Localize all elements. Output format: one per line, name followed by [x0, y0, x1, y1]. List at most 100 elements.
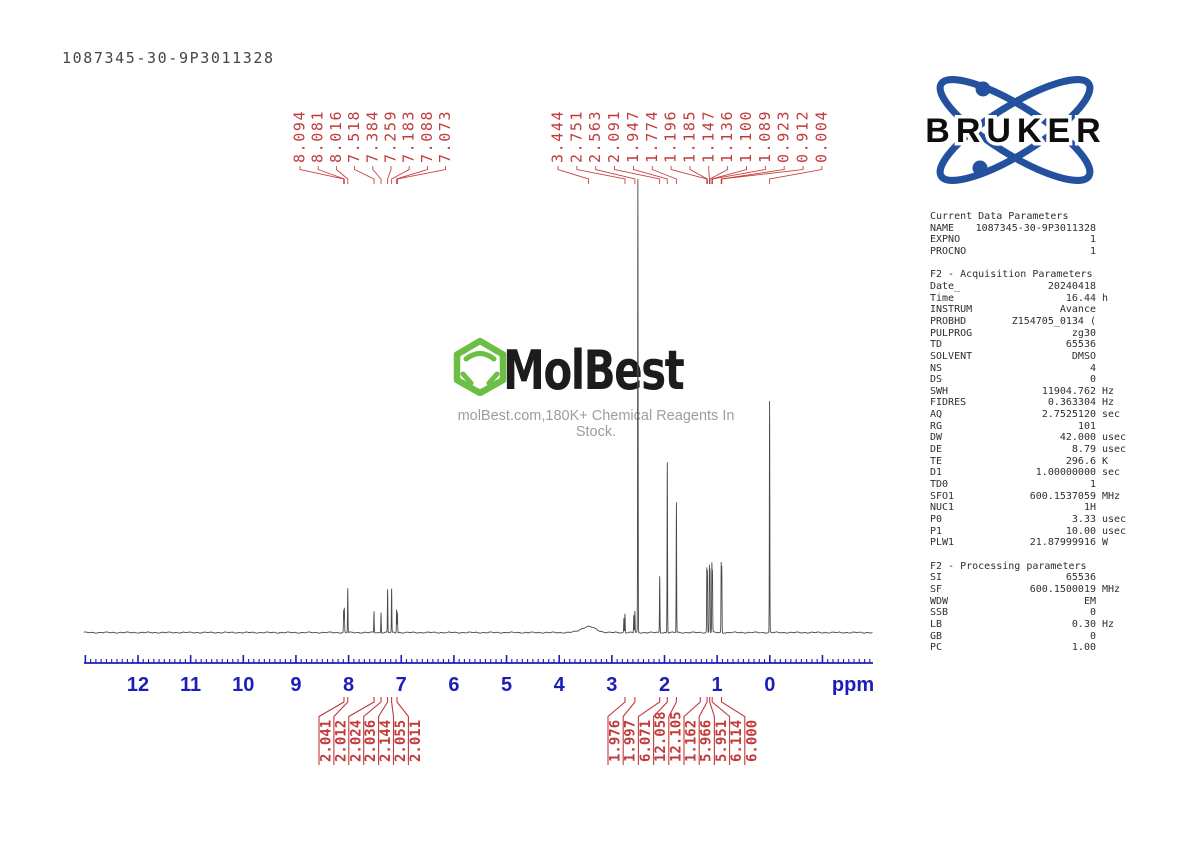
param-unit: [1096, 351, 1132, 363]
param-value: 1: [1089, 234, 1096, 246]
integral-value-label: 6.071: [638, 720, 654, 762]
param-value: 42.000: [1059, 432, 1096, 444]
param-label: INSTRUM: [930, 304, 973, 316]
param-unit: [1096, 631, 1132, 643]
param-value: DMSO: [1071, 350, 1096, 362]
params-row: PC 1.00: [930, 642, 1132, 654]
axis-tick-label: 3: [606, 674, 617, 696]
axis-tick-label: 4: [554, 674, 566, 696]
params-row: DS 0: [930, 374, 1132, 386]
param-value: 0: [1089, 630, 1096, 642]
param-unit: [1096, 281, 1132, 293]
axis-tick-label: 2: [659, 674, 670, 696]
peak-shift-label: 3.444: [549, 110, 567, 163]
peak-shift-label: 0.923: [775, 110, 793, 163]
param-label: PLW1: [930, 537, 955, 549]
peak-shift-label: 1.774: [643, 110, 661, 163]
param-unit: W: [1102, 537, 1109, 549]
peak-shift-label: 1.147: [699, 110, 717, 163]
peak-shift-label: 0.912: [794, 110, 812, 163]
param-value: 600.1500019: [1029, 583, 1096, 595]
integral-value-label: 2.041: [319, 720, 335, 762]
ppm-axis: 12 11 10 9 8 7 6 5 4 3 2 1 0 ppm: [84, 655, 874, 696]
param-label: PROCNO: [930, 245, 967, 257]
param-unit: [1096, 339, 1132, 351]
params-row: TD 65536: [930, 339, 1132, 351]
param-label: NAME: [930, 222, 955, 234]
param-unit: [1096, 316, 1132, 328]
params-row: GB 0: [930, 631, 1132, 643]
params-section: F2 - Processing parameters SI 65536 SF 600.1…: [930, 561, 1162, 654]
params-row: D1 1.00000000 sec: [930, 467, 1132, 479]
integral-value-label: 1.976: [608, 720, 624, 762]
params-row: NAME 1087345-30-9P3011328: [930, 223, 1132, 235]
axis-tick-label: 9: [290, 674, 301, 696]
peak-shift-label: 7.088: [418, 110, 436, 163]
param-label: SF: [930, 583, 943, 595]
peak-shift-label: 7.183: [400, 110, 418, 163]
param-unit: [1096, 502, 1132, 514]
params-row: DE 8.79 usec: [930, 444, 1132, 456]
param-value: 0: [1089, 607, 1096, 619]
params-row: DW 42.000 usec: [930, 432, 1132, 444]
params-row: LB 0.30 Hz: [930, 619, 1132, 631]
integral-value-label: 2.024: [348, 720, 364, 762]
param-unit: sec: [1102, 409, 1121, 421]
peak-shift-label: 7.259: [382, 110, 400, 163]
param-unit: [1096, 363, 1132, 375]
axis-tick-label: 5: [501, 674, 512, 696]
param-label: DW: [930, 432, 943, 444]
param-value: 65536: [1065, 572, 1096, 584]
params-row: SSB 0: [930, 607, 1132, 619]
param-unit: usec: [1102, 525, 1127, 537]
param-value: zg30: [1071, 327, 1096, 339]
param-label: P1: [930, 525, 943, 537]
param-value: 65536: [1065, 339, 1096, 351]
integral-value-label: 1.997: [623, 720, 639, 762]
integral-value-label: 5.966: [699, 720, 715, 762]
param-unit: sec: [1102, 467, 1121, 479]
integral-value-label: 2.012: [333, 720, 349, 762]
param-value: 0: [1089, 374, 1096, 386]
axis-tick-label: 0: [764, 674, 775, 696]
peak-shift-label: 2.091: [605, 110, 623, 163]
param-unit: [1096, 234, 1132, 246]
params-row: PROCNO 1: [930, 246, 1132, 258]
params-row: SF 600.1500019 MHz: [930, 584, 1132, 596]
param-value: 16.44: [1065, 292, 1096, 304]
param-value: 1087345-30-9P3011328: [975, 222, 1096, 234]
param-unit: MHz: [1102, 583, 1121, 595]
peak-shift-label: 1.100: [737, 110, 755, 163]
axis-tick-label: 1: [712, 674, 723, 696]
params-row: P1 10.00 usec: [930, 526, 1132, 538]
param-value: 296.6: [1065, 455, 1096, 467]
param-unit: MHz: [1102, 490, 1121, 502]
params-row: SOLVENT DMSO: [930, 351, 1132, 363]
param-value: 10.00: [1065, 525, 1096, 537]
peak-shift-label: 0.004: [812, 110, 830, 163]
integral-value-label: 2.036: [363, 720, 379, 762]
param-unit: [1096, 246, 1132, 258]
param-value: 600.1537059: [1029, 490, 1096, 502]
param-label: Date_: [930, 280, 961, 292]
param-label: SWH: [930, 385, 949, 397]
peak-shift-label: 8.081: [309, 110, 327, 163]
param-value: 8.79: [1071, 444, 1096, 456]
param-unit: [1096, 607, 1132, 619]
param-label: SOLVENT: [930, 350, 973, 362]
param-value: 1H: [1083, 502, 1096, 514]
integral-value-label: 6.114: [729, 720, 745, 762]
params-row: FIDRES 0.363304 Hz: [930, 397, 1132, 409]
params-row: EXPNO 1: [930, 234, 1132, 246]
param-value: 0.363304: [1047, 397, 1096, 409]
param-value: 20240418: [1047, 280, 1096, 292]
param-label: LB: [930, 618, 943, 630]
param-label: Time: [930, 292, 955, 304]
param-value: 1.00: [1071, 642, 1096, 654]
peak-shift-label: 7.073: [436, 110, 454, 163]
param-unit: [1096, 223, 1132, 235]
peak-shift-label: 1.089: [756, 110, 774, 163]
